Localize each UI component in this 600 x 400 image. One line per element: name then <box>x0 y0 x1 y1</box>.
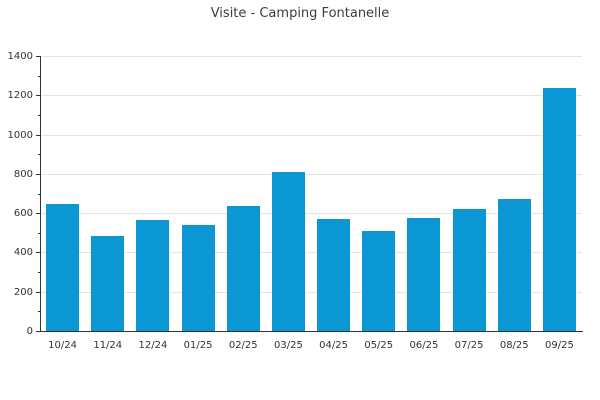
y-tick-minor <box>38 75 40 77</box>
bar-03/25 <box>271 171 305 331</box>
y-tick-major <box>36 331 40 332</box>
gridline-800 <box>41 173 582 175</box>
x-tick-label: 07/25 <box>454 340 484 351</box>
bar-02/25 <box>226 206 260 331</box>
x-tick-label: 03/25 <box>273 340 303 351</box>
bar-01/25 <box>181 224 215 331</box>
x-tick-label: 10/24 <box>48 340 77 351</box>
y-tick-label: 800 <box>13 168 33 180</box>
y-tick-label: 1400 <box>7 51 33 62</box>
x-tick-label: 09/25 <box>544 340 574 351</box>
x-tick-label: 08/25 <box>499 340 529 351</box>
y-tick-label: 600 <box>13 208 33 220</box>
y-tick-major <box>36 134 40 136</box>
y-tick-major <box>36 291 40 293</box>
y-tick-major <box>36 213 40 215</box>
y-tick-major <box>36 173 40 175</box>
x-tick-label: 05/25 <box>364 340 394 351</box>
gridline-1400 <box>41 56 582 57</box>
y-tick-minor <box>38 154 40 156</box>
x-tick-label: 06/25 <box>409 340 439 351</box>
y-tick-label: 200 <box>13 286 33 298</box>
bar-09/25 <box>542 88 576 331</box>
gridline-200 <box>41 291 582 293</box>
x-tick-label: 11/24 <box>93 340 123 351</box>
y-tick-major <box>36 252 40 254</box>
gridline-400 <box>41 252 582 254</box>
x-tick-label: 04/25 <box>319 340 348 351</box>
y-tick-label: 0 <box>26 326 33 337</box>
y-tick-minor <box>38 193 40 195</box>
bar-11/24 <box>91 235 125 331</box>
y-tick-major <box>36 95 40 97</box>
y-axis-line <box>40 56 41 332</box>
x-tick-label: 12/24 <box>138 340 168 351</box>
y-tick-minor <box>38 114 40 116</box>
y-tick-label: 400 <box>13 247 33 259</box>
bar-10/24 <box>46 204 80 331</box>
y-tick-minor <box>38 232 40 234</box>
bar-08/25 <box>497 199 531 331</box>
y-tick-label: 1200 <box>7 90 33 102</box>
gridline-1200 <box>41 95 582 97</box>
bar-04/25 <box>317 219 351 331</box>
bar-05/25 <box>362 230 396 331</box>
x-tick-label: 02/25 <box>228 340 258 351</box>
x-axis-line <box>40 331 583 332</box>
bar-07/25 <box>452 209 486 331</box>
bar-06/25 <box>407 218 441 331</box>
gridline-600 <box>41 213 582 215</box>
y-tick-major <box>36 56 40 57</box>
x-tick-label: 01/25 <box>183 340 213 351</box>
y-tick-minor <box>38 272 40 274</box>
bar-12/24 <box>136 220 170 331</box>
gridline-1000 <box>41 134 582 136</box>
y-tick-label: 1000 <box>7 129 33 141</box>
y-tick-minor <box>38 311 40 313</box>
chart-title: Visite - Camping Fontanelle <box>210 6 390 21</box>
